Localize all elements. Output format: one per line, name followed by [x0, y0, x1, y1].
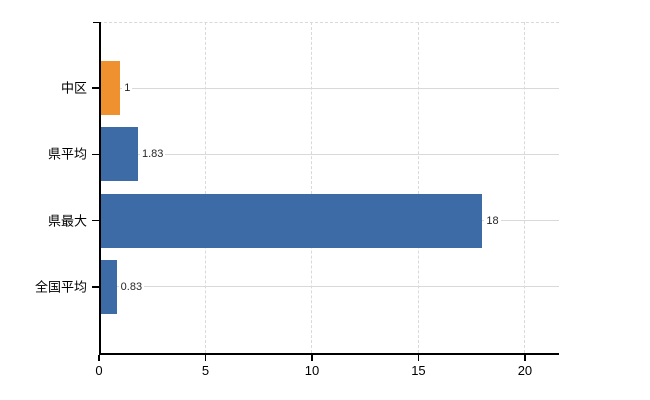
x-tick-label-5: 5: [201, 363, 210, 378]
bar-3: [99, 259, 117, 314]
x-axis-line: [99, 353, 559, 355]
x-gridline-15: [417, 22, 419, 353]
x-tick-label-0: 0: [95, 363, 103, 378]
x-axis-tick-15: [417, 354, 420, 361]
bar-0: [99, 61, 121, 116]
x-tick-label-15: 15: [411, 363, 426, 378]
bars-layer: [99, 22, 559, 353]
y-axis-tick-0: [92, 87, 99, 89]
row-gridline-0: [99, 87, 559, 89]
row-gridline-3: [99, 286, 559, 288]
x-gridline-20: [524, 22, 526, 353]
x-gridline-5: [204, 22, 206, 353]
y-axis-tick-1: [92, 153, 99, 156]
category-label-3: 全国平均: [34, 279, 87, 295]
data-labels-layer: 1 1.83 18 0.83: [99, 22, 559, 353]
bar-2: [99, 193, 483, 248]
x-axis-tick-10: [311, 354, 313, 361]
value-label-2: 18: [484, 213, 501, 228]
x-tick-label-10: 10: [304, 363, 320, 378]
category-label-2: 県最大: [47, 213, 87, 229]
bar-1: [99, 127, 138, 182]
y-axis-top-tick: [93, 21, 99, 23]
ticks-layer: 0 5 10 15 20 中区県平均県最大全国平均: [35, 22, 559, 378]
value-label-1: 1.83: [139, 147, 166, 162]
category-label-1: 県平均: [47, 146, 87, 162]
y-axis-tick-3: [92, 286, 99, 288]
x-tick-label-20: 20: [517, 363, 533, 378]
y-axis-line: [99, 22, 101, 353]
axes-layer: [93, 21, 559, 355]
row-gridline-1: [99, 153, 559, 155]
plot-top-gridline: [99, 22, 559, 23]
x-axis-tick-5: [204, 354, 207, 361]
category-label-0: 中区: [60, 80, 87, 96]
x-axis-tick-20: [524, 354, 526, 361]
x-gridline-10: [311, 22, 313, 353]
y-axis-tick-2: [92, 219, 99, 222]
plot-area: 1 1.83 18 0.83 0 5 10 15 20 中区県平均県最大全国平均: [35, 21, 559, 378]
value-label-3: 0.83: [118, 279, 145, 294]
x-axis-tick-0: [98, 354, 100, 361]
value-label-0: 1: [122, 81, 133, 96]
